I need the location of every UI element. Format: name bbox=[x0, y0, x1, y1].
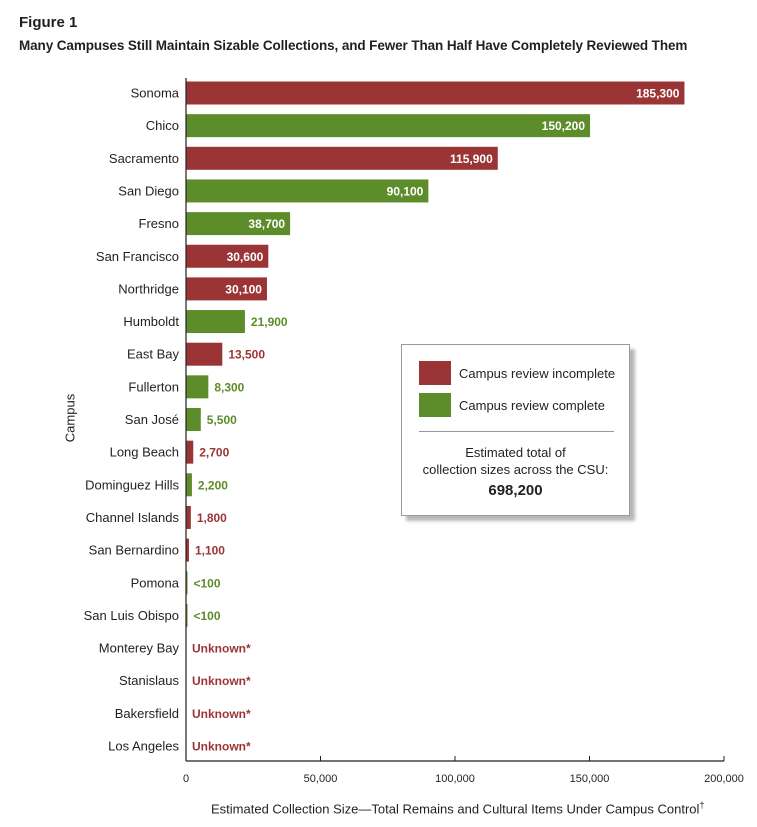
legend-item-incomplete: Campus review incomplete bbox=[419, 361, 615, 385]
data-label: 90,100 bbox=[387, 184, 424, 198]
data-label: 1,800 bbox=[197, 511, 227, 525]
category-label: Los Angeles bbox=[108, 739, 179, 754]
bar bbox=[186, 408, 201, 431]
category-label: Channel Islands bbox=[86, 510, 180, 525]
category-label: San Francisco bbox=[96, 249, 179, 264]
legend-swatch-incomplete bbox=[419, 361, 451, 385]
category-label: San Diego bbox=[118, 183, 179, 198]
legend-item-complete: Campus review complete bbox=[419, 393, 605, 417]
category-label: Stanislaus bbox=[119, 673, 179, 688]
category-label: Bakersfield bbox=[115, 706, 179, 721]
y-axis-label: Campus bbox=[62, 393, 78, 443]
bar bbox=[186, 375, 209, 399]
bar bbox=[186, 571, 188, 595]
data-label: 21,900 bbox=[251, 315, 288, 329]
total-note-line-2: collection sizes across the CSU: bbox=[422, 462, 609, 477]
total-note-line-1: Estimated total of bbox=[465, 445, 566, 460]
legend-divider bbox=[419, 431, 614, 432]
category-label: Long Beach bbox=[110, 445, 179, 460]
legend-swatch-complete bbox=[419, 393, 451, 417]
bar bbox=[186, 212, 291, 236]
category-label: Sonoma bbox=[131, 86, 180, 101]
data-label: Unknown* bbox=[192, 707, 251, 721]
category-label: Monterey Bay bbox=[99, 641, 180, 656]
category-label: Humboldt bbox=[123, 314, 179, 329]
bar bbox=[186, 342, 223, 366]
x-tick-label: 50,000 bbox=[304, 773, 338, 785]
x-axis-label-text: Estimated Collection Size—Total Remains … bbox=[211, 801, 700, 817]
x-tick-label: 200,000 bbox=[704, 773, 744, 785]
data-label: <100 bbox=[194, 609, 221, 623]
data-label: 30,100 bbox=[225, 282, 262, 296]
category-label: San Bernardino bbox=[89, 543, 179, 558]
category-label: Pomona bbox=[131, 575, 180, 590]
bar bbox=[186, 440, 194, 464]
bar bbox=[186, 473, 192, 497]
data-label: 5,500 bbox=[207, 413, 237, 427]
data-label: 115,900 bbox=[450, 152, 493, 166]
total-value: 698,200 bbox=[488, 482, 543, 499]
category-label: Fullerton bbox=[128, 379, 179, 394]
category-label: Chico bbox=[146, 118, 179, 133]
data-label: 30,600 bbox=[227, 250, 264, 264]
legend-label-incomplete: Campus review incomplete bbox=[459, 365, 616, 381]
data-label: Unknown* bbox=[192, 674, 251, 688]
data-label: 38,700 bbox=[248, 217, 285, 231]
bar bbox=[186, 277, 267, 301]
x-tick-label: 150,000 bbox=[570, 773, 610, 785]
bar bbox=[186, 505, 191, 529]
category-label: San Luis Obispo bbox=[84, 608, 179, 623]
category-label: Fresno bbox=[139, 216, 179, 231]
data-label: 185,300 bbox=[636, 87, 680, 101]
category-label: Northridge bbox=[118, 281, 179, 296]
total-note: Estimated total of collection sizes acro… bbox=[402, 444, 629, 478]
x-tick-label: 0 bbox=[183, 773, 189, 785]
legend: Campus review incomplete Campus review c… bbox=[401, 344, 630, 516]
bar bbox=[186, 603, 188, 627]
data-label: 8,300 bbox=[214, 380, 244, 394]
bar bbox=[186, 81, 685, 105]
data-label: <100 bbox=[194, 576, 221, 590]
chart-title: Many Campuses Still Maintain Sizable Col… bbox=[19, 38, 688, 53]
bar bbox=[186, 244, 269, 268]
data-label: 2,700 bbox=[199, 446, 229, 460]
dagger-footnote-mark: † bbox=[699, 800, 705, 810]
legend-label-complete: Campus review complete bbox=[459, 397, 605, 413]
category-label: Sacramento bbox=[109, 151, 179, 166]
x-axis-label: Estimated Collection Size—Total Remains … bbox=[211, 800, 704, 816]
bar bbox=[186, 310, 245, 334]
data-label: 150,200 bbox=[542, 119, 586, 133]
bar bbox=[186, 179, 429, 203]
figure-label: Figure 1 bbox=[19, 14, 78, 31]
data-label: 1,100 bbox=[195, 544, 225, 558]
category-label: Dominguez Hills bbox=[85, 477, 179, 492]
bar bbox=[186, 114, 591, 138]
bar bbox=[186, 538, 189, 562]
category-label: East Bay bbox=[127, 347, 180, 362]
data-label: 13,500 bbox=[228, 348, 265, 362]
category-label: San José bbox=[125, 412, 179, 427]
bar bbox=[186, 146, 498, 170]
data-label: 2,200 bbox=[198, 478, 228, 492]
x-tick-label: 100,000 bbox=[435, 773, 475, 785]
data-label: Unknown* bbox=[192, 740, 251, 754]
data-label: Unknown* bbox=[192, 642, 251, 656]
